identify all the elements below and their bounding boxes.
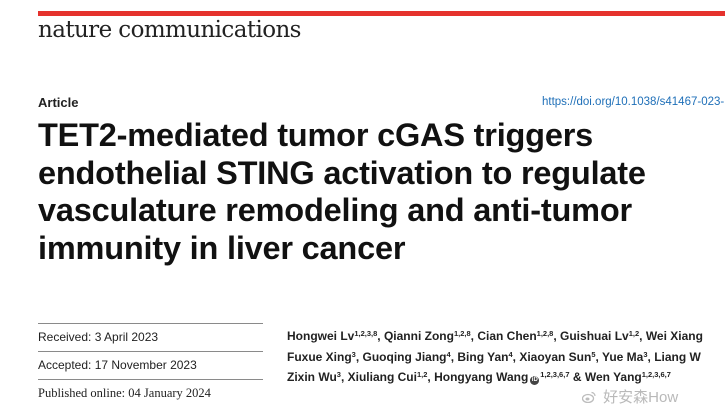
watermark: 好安森How (582, 386, 678, 407)
author-separator: , (427, 370, 435, 384)
author-separator: , (647, 349, 655, 364)
article-type: Article (38, 95, 79, 110)
affiliation-superscript: 1,2 (628, 329, 640, 338)
affiliation-superscript: 3 (351, 349, 356, 359)
received-date: Received: 3 April 2023 (38, 330, 159, 344)
affiliation-superscript: 3 (336, 370, 341, 379)
author-line: Fuxue Xing3, Guoqing Jiang4, Bing Yan4, … (287, 346, 703, 367)
affiliation-superscript: 1,2 (416, 370, 428, 379)
affiliation-superscript: 1,2,3,6,7 (641, 370, 671, 379)
author-name-text: Xiaoyan Sun (519, 349, 592, 364)
article-title: TET2-mediated tumor cGAS triggers endoth… (38, 117, 725, 267)
title-line: TET2-mediated tumor cGAS triggers (38, 117, 594, 153)
affiliation-superscript: 5 (591, 349, 596, 359)
doi-link[interactable]: https://doi.org/10.1038/s41467-023- (542, 96, 725, 108)
author-separator: , (340, 370, 348, 384)
affiliation-superscript: 4 (446, 349, 451, 359)
author-name-text: Guishuai Lv (560, 329, 629, 343)
author-name[interactable]: Xiaoyan Sun5 (519, 350, 595, 364)
orcid-icon[interactable]: iD (530, 376, 540, 385)
author-name[interactable]: Cian Chen1,2,8 (477, 329, 553, 343)
title-line: endothelial STING activation to regulate (38, 154, 646, 191)
author-line: Zixin Wu3, Xiuliang Cui1,2, Hongyang Wan… (287, 366, 703, 387)
author-name[interactable]: Hongwei Lv1,2,3,8 (287, 329, 377, 343)
author-name[interactable]: & Wen Yang1,2,3,6,7 (573, 370, 671, 384)
author-name[interactable]: Liang W (654, 350, 701, 364)
title-line: immunity in liver cancer (38, 229, 406, 266)
author-name-text: Wei Xiang (645, 329, 703, 343)
affiliation-superscript: 4 (508, 349, 513, 359)
author-name-text: Yue Ma (601, 349, 644, 364)
author-separator: , (377, 329, 384, 343)
author-name[interactable]: Bing Yan4 (457, 350, 512, 364)
author-name-text: Cian Chen (477, 329, 537, 343)
author-name[interactable]: Fuxue Xing3 (287, 350, 356, 364)
divider (38, 379, 263, 380)
author-separator: , (512, 349, 520, 364)
affiliation-superscript: 3 (643, 349, 648, 359)
author-separator: , (450, 349, 458, 364)
author-separator: , (553, 329, 561, 343)
journal-name: nature communications (38, 17, 301, 43)
title-line: vasculature remodeling and anti-tumor (38, 192, 632, 228)
author-name-text: Qianni Zong (383, 329, 454, 343)
author-name-text: Hongyang Wang (434, 370, 529, 384)
author-name-text: Zixin Wu (287, 370, 337, 384)
author-name-text: Liang W (654, 349, 701, 364)
author-name-text: Bing Yan (457, 349, 509, 364)
author-separator: , (355, 349, 363, 364)
divider (38, 351, 263, 352)
watermark-text: 好安森How (603, 389, 679, 406)
author-name-text: Fuxue Xing (287, 349, 352, 364)
author-name[interactable]: Hongyang Wang iD1,2,3,6,7 (434, 370, 570, 385)
author-name[interactable]: Guoqing Jiang4 (363, 350, 451, 364)
weibo-logo-icon (582, 391, 596, 403)
author-name-text: & Wen Yang (572, 370, 642, 384)
author-name-text: Xiuliang Cui (347, 370, 417, 384)
author-separator: , (595, 349, 602, 364)
affiliation-superscript: 1,2,8 (453, 329, 471, 338)
author-name[interactable]: Qianni Zong1,2,8 (384, 329, 471, 343)
author-separator: , (639, 329, 646, 343)
accepted-date: Accepted: 17 November 2023 (38, 358, 197, 372)
author-line: Hongwei Lv1,2,3,8, Qianni Zong1,2,8, Cia… (287, 325, 703, 346)
author-name-text: Hongwei Lv (287, 329, 355, 343)
author-name[interactable]: Guishuai Lv1,2 (560, 329, 639, 343)
author-name[interactable]: Zixin Wu3 (287, 370, 341, 384)
author-list: Hongwei Lv1,2,3,8, Qianni Zong1,2,8, Cia… (287, 325, 703, 387)
affiliation-superscript: 1,2,8 (536, 329, 554, 338)
affiliation-superscript: 1,2,3,8 (354, 329, 378, 338)
author-name[interactable]: Wei Xiang (646, 329, 703, 343)
brand-rule (38, 11, 725, 16)
author-name-text: Guoqing Jiang (362, 349, 447, 364)
affiliation-superscript: 1,2,3,6,7 (540, 370, 570, 379)
author-name[interactable]: Xiuliang Cui1,2 (348, 370, 428, 384)
published-date: Published online: 04 January 2024 (38, 386, 211, 400)
divider (38, 323, 263, 324)
author-separator: , (470, 329, 478, 343)
author-name[interactable]: Yue Ma3 (602, 350, 648, 364)
